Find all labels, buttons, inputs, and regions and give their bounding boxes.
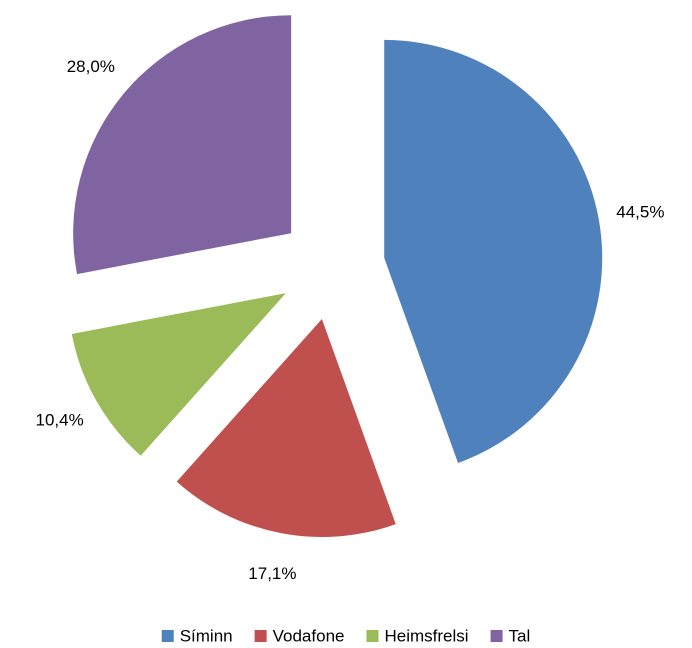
legend-label: Heimsfrelsi bbox=[384, 626, 468, 645]
legend-swatch bbox=[161, 630, 174, 642]
legend-label: Vodafone bbox=[273, 626, 345, 645]
pie-slice bbox=[384, 39, 603, 463]
legend-label: Síminn bbox=[180, 626, 233, 645]
data-label: 44,5% bbox=[616, 203, 664, 222]
pie-slice bbox=[71, 293, 286, 456]
pie-slice bbox=[176, 319, 396, 538]
pie-slice bbox=[73, 15, 292, 275]
data-label: 17,1% bbox=[248, 564, 296, 583]
legend-label: Tal bbox=[509, 626, 531, 645]
legend-swatch bbox=[254, 630, 267, 642]
legend-swatch bbox=[490, 630, 503, 642]
data-label: 28,0% bbox=[67, 57, 115, 76]
legend-swatch bbox=[366, 630, 379, 642]
data-label: 10,4% bbox=[36, 411, 84, 430]
